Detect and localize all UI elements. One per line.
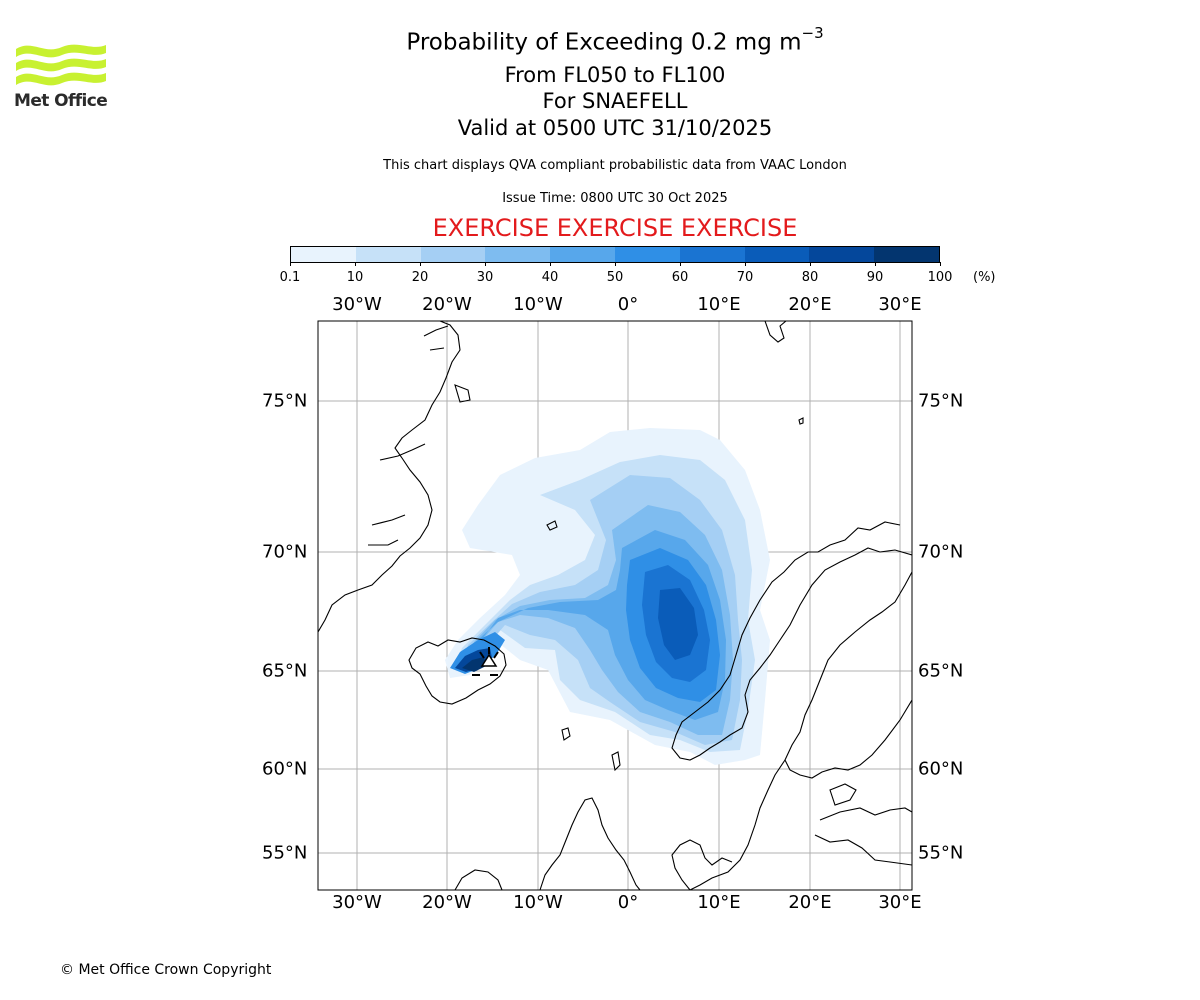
longitude-label-top: 20°E xyxy=(788,294,832,315)
colorbar-tick xyxy=(484,262,486,266)
coast-ireland xyxy=(454,869,503,890)
colorbar-tick-label: 80 xyxy=(801,270,819,285)
colorbar-tick xyxy=(809,262,811,266)
valid-time: Valid at 0500 UTC 31/10/2025 xyxy=(457,116,773,140)
colorbar-tick xyxy=(549,262,551,266)
colorbar-segment-6 xyxy=(679,247,745,262)
chart-title: Probability of Exceeding 0.2 mg m−3 xyxy=(0,24,1200,56)
colorbar-segment-2 xyxy=(420,247,486,262)
longitude-label-bot: 30°E xyxy=(878,892,922,913)
colorbar-unit: (%) xyxy=(973,270,996,285)
colorbar-tick xyxy=(874,262,876,266)
longitude-label-bot: 20°E xyxy=(788,892,832,913)
latitude-label-left: 55°N xyxy=(262,842,308,864)
longitude-label-bot: 20°W xyxy=(422,892,472,913)
colorbar-tick xyxy=(744,262,746,266)
coast-norway xyxy=(671,521,912,761)
latitude-label-right: 55°N xyxy=(918,842,964,864)
met-office-logo-text: Met Office xyxy=(14,91,108,111)
colorbar-tick xyxy=(354,262,356,266)
colorbar-tick-label: 50 xyxy=(606,270,624,285)
colorbar-tick-label: 40 xyxy=(541,270,559,285)
coast-svalbard xyxy=(764,321,787,343)
colorbar-tick xyxy=(289,262,291,266)
chart-title-exponent: −3 xyxy=(801,24,824,42)
coast-baltic xyxy=(689,759,912,890)
coastlines xyxy=(318,321,912,890)
coast-britain xyxy=(539,797,641,890)
latitude-label-right: 75°N xyxy=(918,390,964,412)
longitude-label-bot: 10°E xyxy=(697,892,741,913)
plume-band-80 xyxy=(658,588,698,660)
colorbar-tick-label: 10 xyxy=(346,270,364,285)
flight-levels: From FL050 to FL100 xyxy=(504,63,726,87)
longitude-label-bot: 30°W xyxy=(332,892,382,913)
latitude-label-left: 65°N xyxy=(262,660,308,682)
colorbar-tick-label: 70 xyxy=(736,270,754,285)
latitude-label-right: 65°N xyxy=(918,660,964,682)
colorbar-segment-4 xyxy=(550,247,615,262)
coast-bear-island xyxy=(798,417,804,425)
source-band-90 xyxy=(462,657,486,672)
coast-denmark xyxy=(671,839,733,890)
volcano-rays-icon xyxy=(472,647,499,676)
copyright: © Met Office Crown Copyright xyxy=(60,962,272,978)
coast-shetland xyxy=(611,751,621,772)
colorbar-segment-5 xyxy=(614,247,680,262)
colorbar-segment-0 xyxy=(291,247,356,262)
coast-greenland-inlets xyxy=(368,325,471,546)
volcano-marker xyxy=(472,647,499,676)
longitude-label-bot: 0° xyxy=(617,892,639,913)
colorbar-tick xyxy=(614,262,616,266)
colorbar-tick-label: 60 xyxy=(671,270,689,285)
exercise-banner: EXERCISE EXERCISE EXERCISE xyxy=(432,214,798,242)
colorbar-segment-3 xyxy=(485,247,551,262)
longitude-label-top: 10°E xyxy=(697,294,741,315)
colorbar-segment-1 xyxy=(355,247,421,262)
coast-sweden-finland xyxy=(784,571,912,779)
coast-greenland xyxy=(318,321,461,633)
longitude-label-top: 0° xyxy=(617,294,639,315)
longitude-label-top: 10°W xyxy=(513,294,563,315)
latitude-label-right: 70°N xyxy=(918,541,964,563)
latitude-label-right: 60°N xyxy=(918,758,964,780)
colorbar-tick xyxy=(419,262,421,266)
coast-iceland xyxy=(408,637,507,705)
met-office-logo xyxy=(16,44,106,86)
latitude-label-left: 75°N xyxy=(262,390,308,412)
volcano-triangle-icon xyxy=(480,653,498,667)
ash-probability-field xyxy=(445,428,770,765)
issue-time: Issue Time: 0800 UTC 30 Oct 2025 xyxy=(502,191,728,206)
colorbar-tick xyxy=(679,262,681,266)
coast-faroes xyxy=(561,727,571,741)
colorbar-tick-label: 90 xyxy=(866,270,884,285)
latitude-label-left: 60°N xyxy=(262,758,308,780)
map-frame xyxy=(317,320,913,891)
chart-description: This chart displays QVA compliant probab… xyxy=(383,158,847,173)
colorbar-tick xyxy=(939,262,941,266)
longitude-label-top: 30°E xyxy=(878,294,922,315)
longitude-label-top: 30°W xyxy=(332,294,382,315)
colorbar-tick-label: 100 xyxy=(927,270,953,285)
chart-title-text: Probability of Exceeding 0.2 mg m xyxy=(406,29,802,56)
colorbar-tick-label: 20 xyxy=(411,270,429,285)
colorbar-segment-7 xyxy=(744,247,810,262)
coast-jan-mayen xyxy=(546,520,558,531)
colorbar-segment-8 xyxy=(809,247,875,262)
latitude-label-left: 70°N xyxy=(262,541,308,563)
longitude-label-top: 20°W xyxy=(422,294,472,315)
colorbar-segment-9 xyxy=(874,247,939,262)
colorbar-tick-label: 0.1 xyxy=(279,270,301,285)
volcano-name: For SNAEFELL xyxy=(542,89,688,113)
colorbar-tick-label: 30 xyxy=(476,270,494,285)
longitude-label-bot: 10°W xyxy=(513,892,563,913)
